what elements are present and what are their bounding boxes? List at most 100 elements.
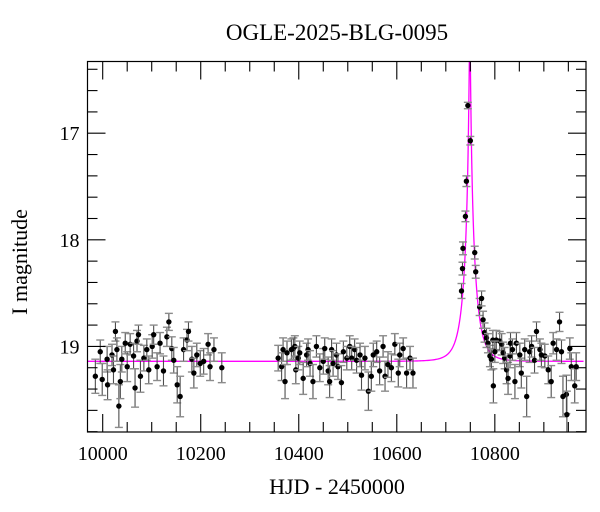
- error-bar: [390, 332, 399, 356]
- error-bar: [508, 338, 517, 361]
- error-bar: [209, 337, 218, 363]
- error-bar: [522, 375, 531, 418]
- error-bar: [173, 365, 182, 404]
- error-bar: [320, 337, 329, 360]
- error-bar: [91, 358, 100, 395]
- error-bar: [329, 349, 338, 377]
- error-bar: [112, 337, 121, 363]
- error-bar: [379, 335, 388, 358]
- error-bar: [549, 331, 558, 355]
- error-bar: [153, 352, 162, 382]
- error-bar: [471, 264, 480, 279]
- error-bar: [306, 349, 315, 377]
- error-bar: [517, 357, 526, 389]
- error-bar: [458, 261, 467, 276]
- error-bar: [308, 363, 317, 400]
- error-bar: [487, 347, 496, 371]
- error-bar: [117, 345, 126, 373]
- error-bar: [169, 346, 178, 374]
- error-bar: [530, 346, 539, 374]
- error-bar: [557, 339, 566, 365]
- error-bar: [159, 355, 168, 387]
- error-bar: [562, 390, 571, 432]
- error-bar: [547, 364, 556, 399]
- error-bar: [395, 342, 404, 368]
- x-tick-label: 10600: [372, 443, 422, 465]
- error-bar: [204, 332, 213, 356]
- error-bar: [402, 357, 411, 389]
- error-bar: [299, 361, 308, 396]
- error-bar: [339, 340, 348, 364]
- error-bar: [515, 342, 524, 368]
- error-bar: [461, 210, 470, 223]
- error-bar: [277, 352, 286, 382]
- error-bar: [134, 324, 143, 345]
- error-bar: [555, 311, 564, 333]
- error-bar: [281, 363, 290, 400]
- error-bar: [565, 337, 574, 360]
- error-bar: [156, 331, 165, 355]
- error-bar: [279, 337, 288, 363]
- y-tick-label: 18: [60, 230, 80, 252]
- error-bar: [570, 368, 579, 404]
- x-tick-label: 10800: [470, 443, 520, 465]
- error-bar: [121, 331, 130, 355]
- error-bar: [337, 364, 346, 401]
- error-bar: [520, 338, 529, 361]
- error-bar: [552, 338, 561, 361]
- error-bar: [315, 353, 324, 383]
- error-bar: [114, 384, 123, 429]
- error-bar: [510, 363, 519, 400]
- error-bar: [109, 355, 118, 385]
- x-axis-title: HJD - 2450000: [269, 474, 405, 499]
- model-curve: [87, 61, 584, 362]
- error-bar: [408, 357, 417, 389]
- error-bar: [98, 362, 107, 397]
- error-bar: [144, 355, 153, 385]
- error-bar: [123, 351, 132, 383]
- error-bar: [387, 353, 396, 383]
- error-bar: [176, 375, 185, 418]
- error-bar: [142, 338, 151, 361]
- error-bar: [399, 337, 408, 360]
- x-tick-label: 10400: [274, 443, 324, 465]
- error-bar: [282, 340, 291, 366]
- y-tick-label: 19: [60, 336, 80, 358]
- error-bar: [463, 101, 472, 110]
- error-bar: [369, 342, 378, 368]
- error-bar: [103, 369, 112, 401]
- error-bar: [129, 342, 138, 370]
- error-bar: [457, 282, 466, 300]
- error-bar: [347, 345, 356, 371]
- error-bar: [352, 346, 361, 374]
- x-tick-label: 10000: [78, 443, 128, 465]
- error-bar: [525, 340, 534, 364]
- error-bar: [470, 245, 479, 260]
- error-bar: [164, 312, 173, 332]
- error-bar: [383, 351, 392, 379]
- error-bar: [544, 355, 553, 385]
- chart-title: OGLE-2025-BLG-0095: [225, 20, 449, 45]
- error-bar: [103, 345, 112, 373]
- error-bar: [116, 363, 125, 400]
- y-tick-label: 17: [60, 123, 80, 145]
- error-bar: [111, 321, 120, 342]
- error-bar: [199, 347, 208, 375]
- error-bar: [394, 358, 403, 388]
- x-tick-label: 10200: [176, 443, 226, 465]
- error-bar: [96, 339, 105, 365]
- error-bar: [206, 352, 215, 382]
- error-bar: [357, 359, 366, 391]
- error-bar: [462, 175, 471, 188]
- plot-frame: [86, 60, 587, 433]
- error-bar: [131, 368, 140, 408]
- error-bar: [148, 333, 157, 359]
- error-bar: [184, 321, 193, 342]
- error-bar: [217, 352, 226, 384]
- error-bar: [356, 342, 365, 368]
- error-bar: [167, 336, 176, 361]
- error-bar: [295, 340, 304, 366]
- error-bar: [149, 324, 158, 345]
